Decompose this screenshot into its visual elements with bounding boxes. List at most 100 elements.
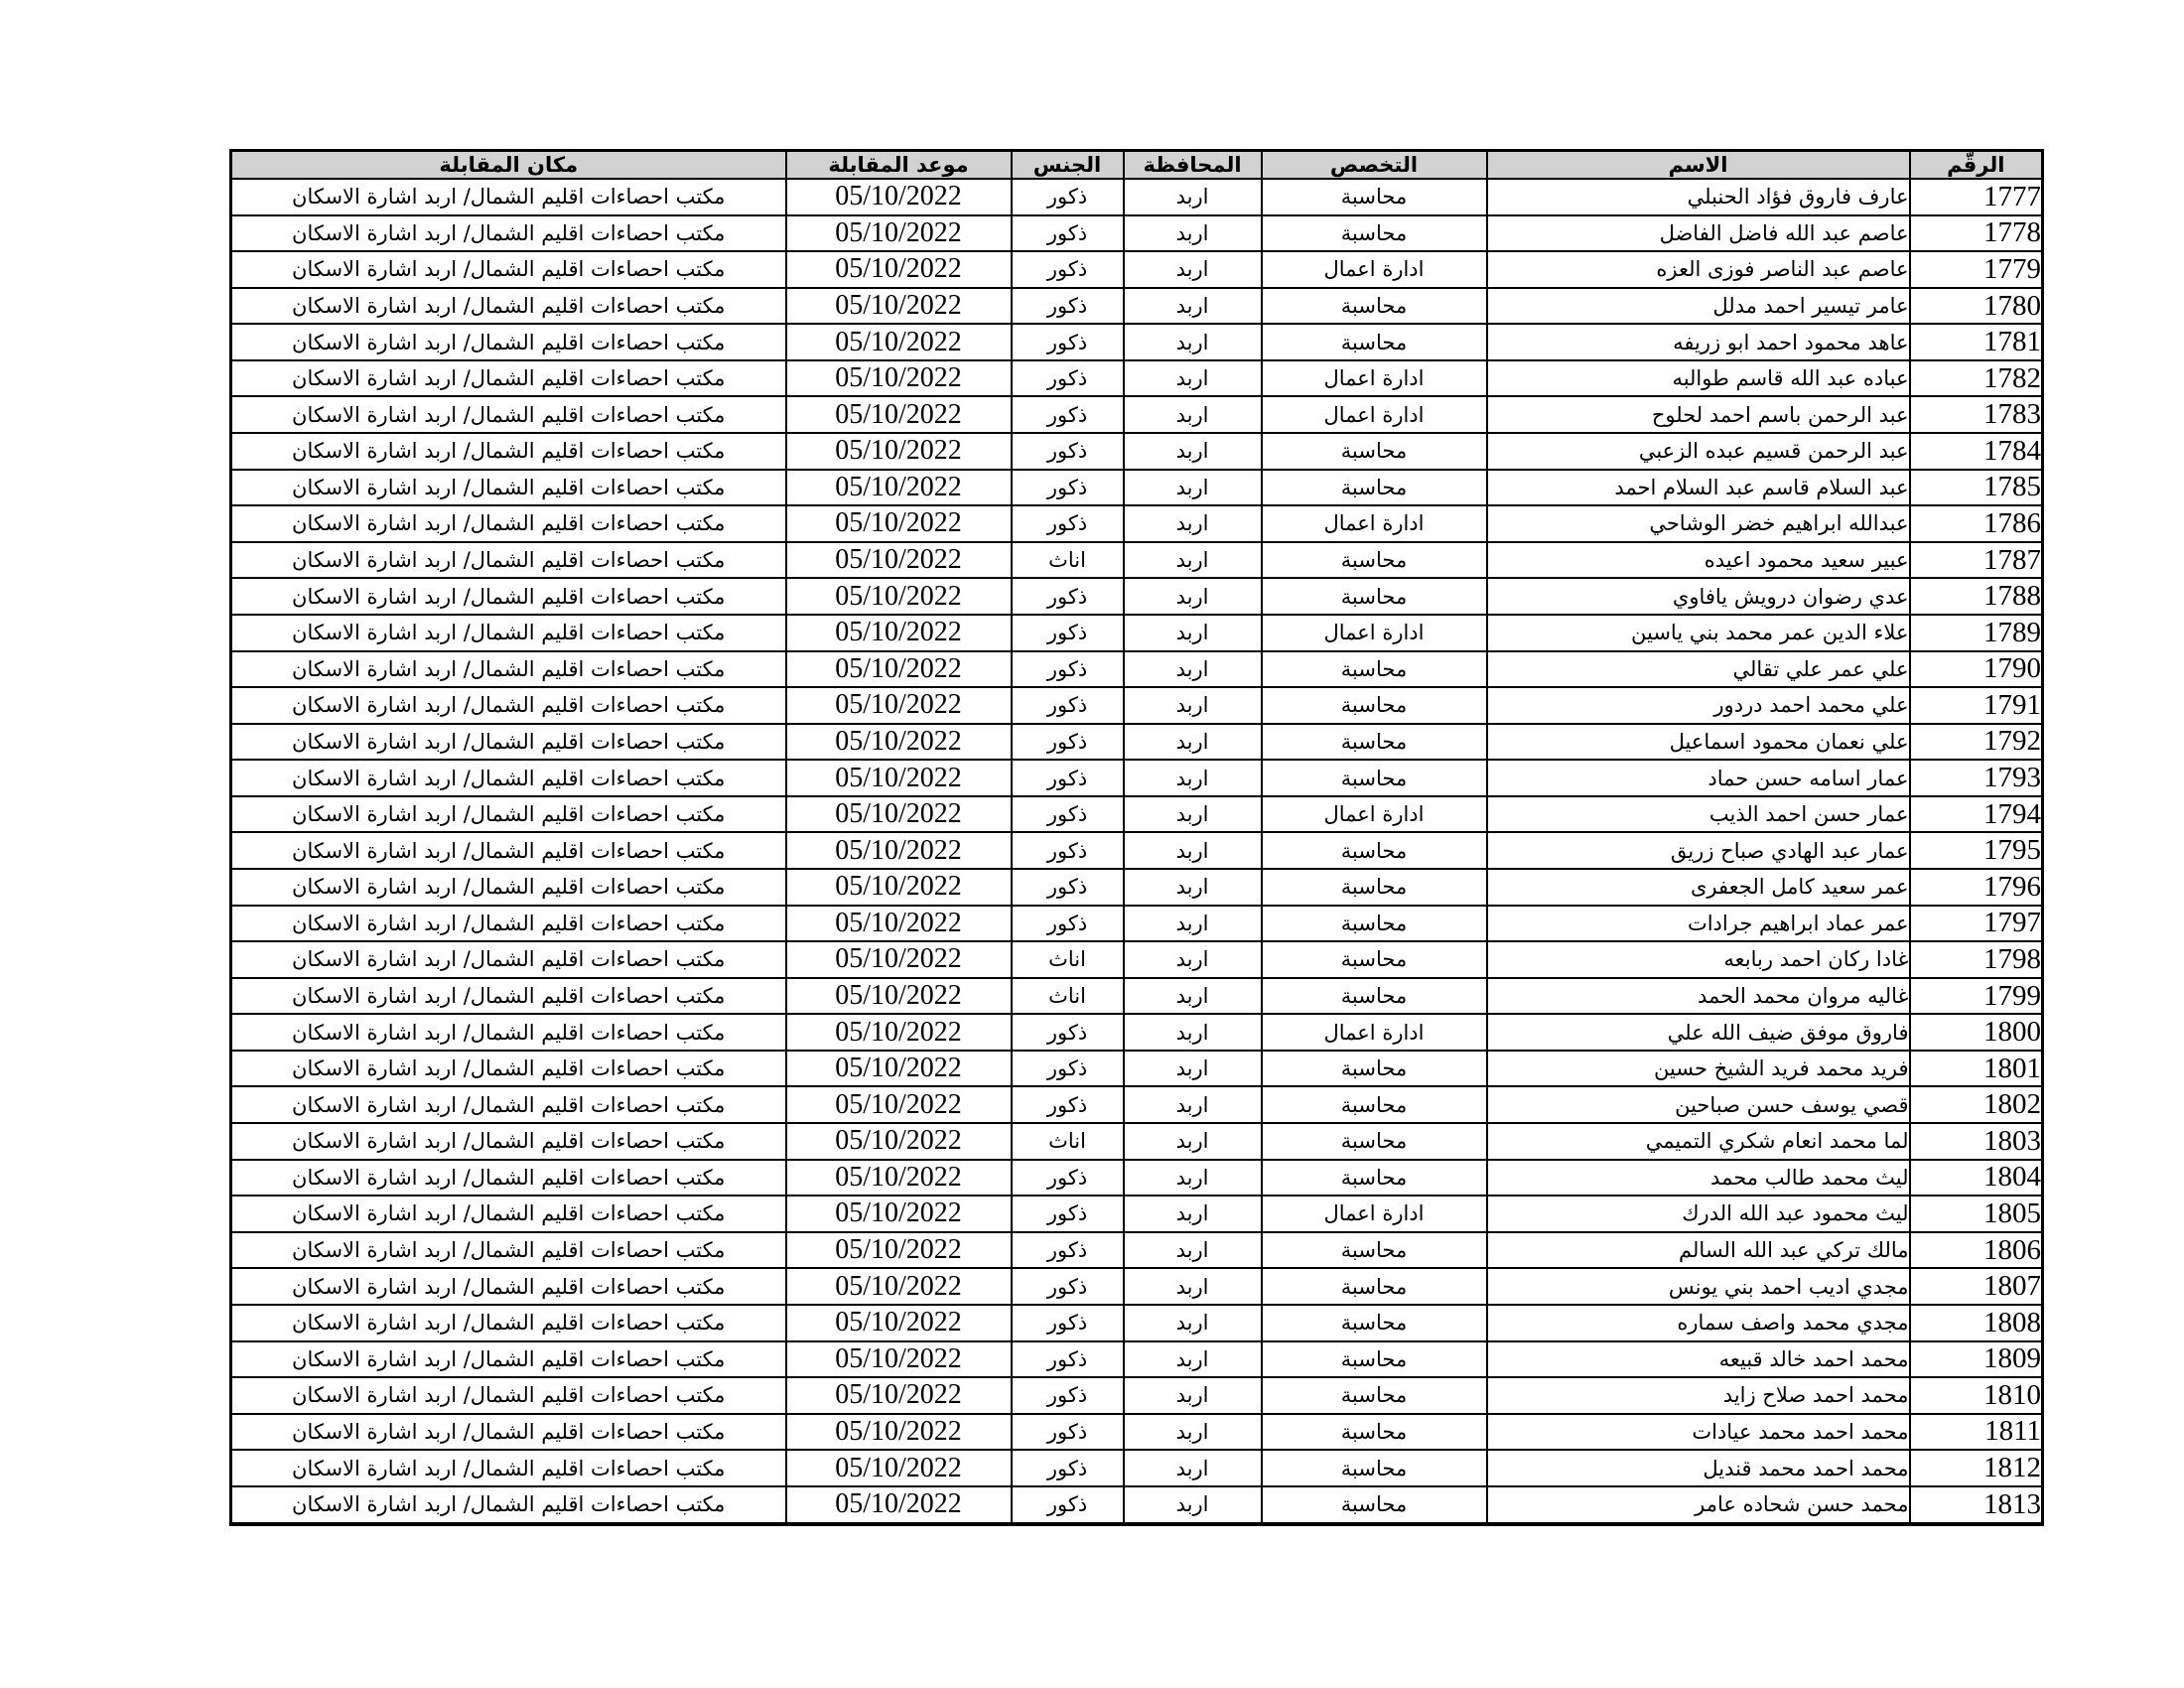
cell-name: علي محمد احمد دردور: [1485, 686, 1911, 725]
cell-specialty: ادارة اعمال: [1260, 1013, 1488, 1052]
table-row: 1789 علاء الدين عمر محمد بني ياسين ادارة…: [229, 613, 2044, 652]
cell-interview-date: 05/10/2022: [784, 1412, 1013, 1452]
cell-interview-date: 05/10/2022: [784, 1267, 1013, 1306]
cell-interview-place: مكتب احصاءات اقليم الشمال/ اربد اشارة ال…: [229, 577, 787, 616]
cell-governorate: اربد: [1122, 1339, 1263, 1379]
table-row: 1793 عمار اسامه حسن حماد محاسبة اربد ذكو…: [229, 759, 2044, 797]
cell-interview-date: 05/10/2022: [784, 686, 1013, 725]
cell-specialty: محاسبة: [1260, 1085, 1488, 1125]
cell-governorate: اربد: [1122, 649, 1263, 689]
column-header-interview-place: مكان المقابلة: [229, 149, 787, 180]
cell-gender: اناث: [1010, 540, 1125, 580]
cell-interview-date: 05/10/2022: [784, 976, 1013, 1016]
cell-specialty: محاسبة: [1260, 1049, 1488, 1088]
cell-specialty: محاسبة: [1260, 577, 1488, 616]
cell-gender: ذكور: [1010, 1085, 1125, 1125]
cell-governorate: اربد: [1122, 286, 1263, 326]
cell-interview-place: مكتب احصاءات اقليم الشمال/ اربد اشارة ال…: [229, 1267, 787, 1306]
cell-interview-place: مكتب احصاءات اقليم الشمال/ اربد اشارة ال…: [229, 759, 787, 797]
cell-governorate: اربد: [1122, 358, 1263, 398]
cell-specialty: محاسبة: [1260, 649, 1488, 689]
cell-governorate: اربد: [1122, 686, 1263, 725]
cell-name: عمر سعيد كامل الجعفرى: [1485, 867, 1911, 907]
cell-gender: ذكور: [1010, 867, 1125, 907]
cell-interview-date: 05/10/2022: [784, 1484, 1013, 1526]
cell-gender: ذكور: [1010, 613, 1125, 652]
cell-governorate: اربد: [1122, 831, 1263, 870]
cell-interview-date: 05/10/2022: [784, 358, 1013, 398]
cell-specialty: محاسبة: [1260, 1303, 1488, 1342]
table-row: 1786 عبدالله ابراهيم خضر الوشاحي ادارة ا…: [229, 504, 2044, 543]
cell-interview-place: مكتب احصاءات اقليم الشمال/ اربد اشارة ال…: [229, 1230, 787, 1270]
cell-interview-date: 05/10/2022: [784, 432, 1013, 471]
cell-interview-date: 05/10/2022: [784, 759, 1013, 797]
cell-specialty: محاسبة: [1260, 1339, 1488, 1379]
cell-governorate: اربد: [1122, 323, 1263, 361]
cell-interview-date: 05/10/2022: [784, 1085, 1013, 1125]
table-row: 1782 عباده عبد الله قاسم طوالبه ادارة اع…: [229, 358, 2044, 398]
cell-number: 1788: [1908, 577, 2044, 616]
cell-gender: ذكور: [1010, 504, 1125, 543]
cell-gender: ذكور: [1010, 1267, 1125, 1306]
cell-gender: ذكور: [1010, 1484, 1125, 1526]
cell-number: 1797: [1908, 904, 2044, 943]
cell-governorate: اربد: [1122, 867, 1263, 907]
table-row: 1785 عبد السلام قاسم عبد السلام احمد محا…: [229, 468, 2044, 507]
cell-interview-date: 05/10/2022: [784, 1195, 1013, 1233]
cell-interview-date: 05/10/2022: [784, 722, 1013, 762]
cell-governorate: اربد: [1122, 395, 1263, 435]
cell-name: مالك تركي عبد الله السالم: [1485, 1230, 1911, 1270]
cell-name: عبد السلام قاسم عبد السلام احمد: [1485, 468, 1911, 507]
cell-specialty: ادارة اعمال: [1260, 1195, 1488, 1233]
cell-interview-date: 05/10/2022: [784, 250, 1013, 289]
cell-interview-place: مكتب احصاءات اقليم الشمال/ اربد اشارة ال…: [229, 323, 787, 361]
cell-name: غاليه مروان محمد الحمد: [1485, 976, 1911, 1016]
column-header-governorate: المحافظة: [1122, 149, 1263, 180]
cell-gender: ذكور: [1010, 904, 1125, 943]
column-header-interview-date: موعد المقابلة: [784, 149, 1013, 180]
cell-number: 1781: [1908, 323, 2044, 361]
cell-interview-place: مكتب احصاءات اقليم الشمال/ اربد اشارة ال…: [229, 1376, 787, 1415]
cell-name: مجدي محمد واصف سماره: [1485, 1303, 1911, 1342]
cell-gender: ذكور: [1010, 1449, 1125, 1487]
cell-number: 1810: [1908, 1376, 2044, 1415]
cell-specialty: محاسبة: [1260, 286, 1488, 326]
cell-interview-date: 05/10/2022: [784, 1158, 1013, 1197]
cell-specialty: محاسبة: [1260, 722, 1488, 762]
table-row: 1806 مالك تركي عبد الله السالم محاسبة ار…: [229, 1230, 2044, 1270]
table-row: 1805 ليث محمود عبد الله الدرك ادارة اعما…: [229, 1195, 2044, 1233]
cell-name: لما محمد انعام شكري التميمي: [1485, 1122, 1911, 1161]
cell-name: عدي رضوان درويش يافاوي: [1485, 577, 1911, 616]
header-row: الرقّم الاسم التخصص المحافظة الجنس موعد …: [229, 149, 2044, 180]
cell-gender: ذكور: [1010, 432, 1125, 471]
cell-gender: ذكور: [1010, 649, 1125, 689]
table-row: 1784 عبد الرحمن قسيم عبده الزعبي محاسبة …: [229, 432, 2044, 471]
cell-interview-date: 05/10/2022: [784, 504, 1013, 543]
cell-number: 1813: [1908, 1484, 2044, 1526]
cell-name: عبد الرحمن قسيم عبده الزعبي: [1485, 432, 1911, 471]
cell-interview-place: مكتب احصاءات اقليم الشمال/ اربد اشارة ال…: [229, 686, 787, 725]
cell-gender: ذكور: [1010, 1339, 1125, 1379]
table-row: 1783 عبد الرحمن باسم احمد لحلوح ادارة اع…: [229, 395, 2044, 435]
cell-interview-date: 05/10/2022: [784, 1376, 1013, 1415]
cell-number: 1785: [1908, 468, 2044, 507]
cell-interview-date: 05/10/2022: [784, 468, 1013, 507]
cell-governorate: اربد: [1122, 213, 1263, 253]
table-row: 1794 عمار حسن احمد الذيب ادارة اعمال ارب…: [229, 794, 2044, 834]
cell-name: ليث محمود عبد الله الدرك: [1485, 1195, 1911, 1233]
cell-name: فاروق موفق ضيف الله علي: [1485, 1013, 1911, 1052]
cell-governorate: اربد: [1122, 468, 1263, 507]
cell-name: محمد حسن شحاده عامر: [1485, 1484, 1911, 1526]
table-row: 1788 عدي رضوان درويش يافاوي محاسبة اربد …: [229, 577, 2044, 616]
cell-gender: ذكور: [1010, 831, 1125, 870]
cell-interview-date: 05/10/2022: [784, 649, 1013, 689]
table-body: 1777 عارف فاروق فؤاد الحنبلي محاسبة اربد…: [229, 178, 2044, 1526]
cell-interview-date: 05/10/2022: [784, 1230, 1013, 1270]
cell-specialty: محاسبة: [1260, 1267, 1488, 1306]
cell-gender: ذكور: [1010, 1412, 1125, 1452]
cell-specialty: محاسبة: [1260, 1412, 1488, 1452]
cell-name: ليث محمد طالب محمد: [1485, 1158, 1911, 1197]
cell-interview-date: 05/10/2022: [784, 1013, 1013, 1052]
table-row: 1780 عامر تيسير احمد مدلل محاسبة اربد ذك…: [229, 286, 2044, 326]
